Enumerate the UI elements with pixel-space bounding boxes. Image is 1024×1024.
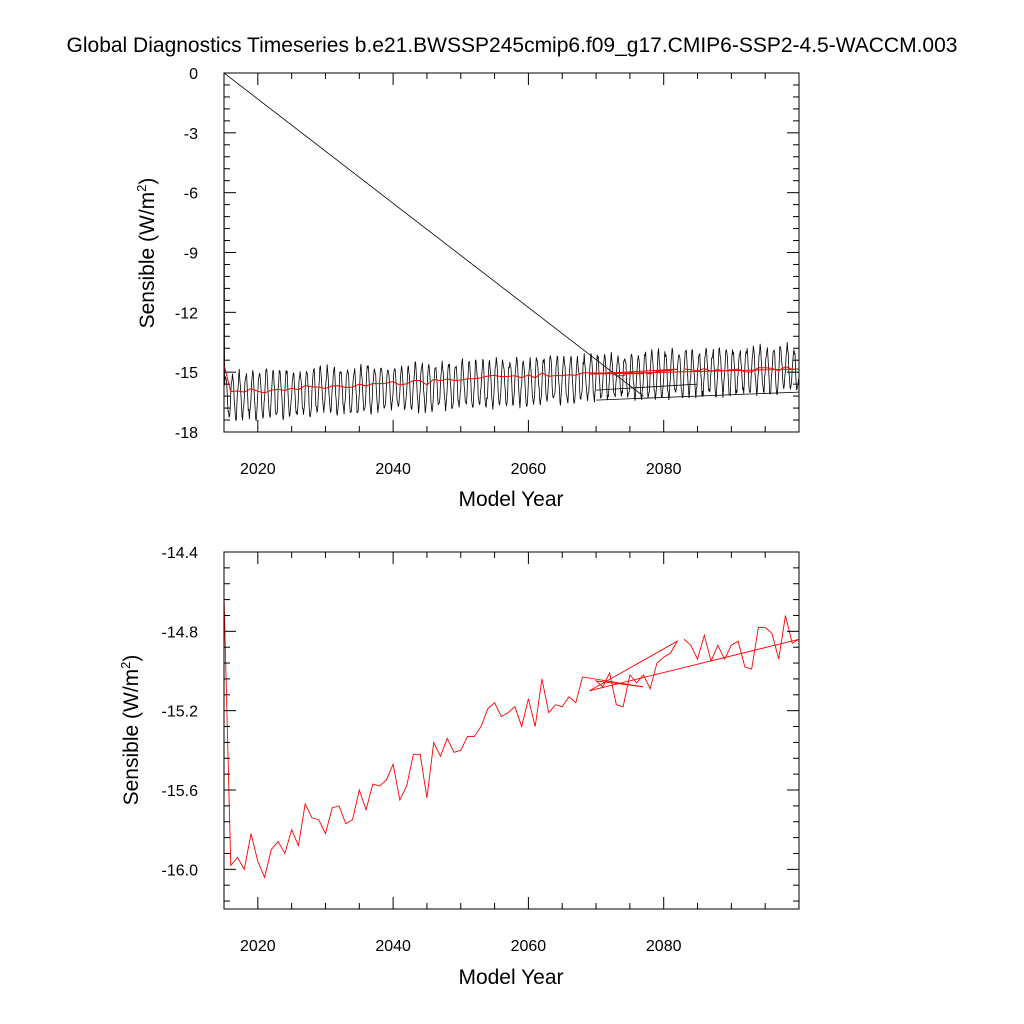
top-wrap-segment: [596, 391, 799, 401]
top-wrap-segment: [224, 73, 644, 397]
bottom-y-axis-title: Sensible (W/m2): [118, 655, 143, 806]
top-data-area: [224, 73, 799, 422]
top-y-tick-label: -12: [175, 305, 198, 322]
bottom-data-area: [224, 595, 799, 879]
bottom-y-tick-label: -15.6: [162, 783, 199, 800]
bottom-y-axis-title-sup: 2: [118, 662, 133, 669]
top-panel: 2020 2040 2060 2080 0 -3 -6 -9 -12 -15 -…: [134, 66, 800, 511]
top-annual-series-line: [224, 364, 799, 394]
top-wrap-segments: [224, 73, 799, 401]
bottom-annual-series-line: [224, 595, 799, 879]
bottom-x-tick-label: 2040: [375, 938, 411, 955]
figure-title: Global Diagnostics Timeseries b.e21.BWSS…: [66, 34, 958, 57]
top-axis-ticks: [223, 72, 800, 433]
bottom-x-axis-title: Model Year: [458, 966, 563, 989]
top-y-tick-label: 0: [189, 66, 198, 83]
bottom-axis-ticks: [223, 551, 800, 909]
top-y-axis-title-main: Sensible (W/m: [136, 192, 159, 329]
bottom-y-tick-label: -14.8: [162, 624, 199, 641]
top-y-tick-labels: 0 -3 -6 -9 -12 -15 -18: [175, 66, 198, 442]
top-x-tick-label: 2080: [646, 461, 682, 478]
top-y-tick-label: -6: [184, 186, 198, 203]
bottom-plot-frame: [223, 551, 800, 910]
top-y-tick-label: -9: [184, 246, 198, 263]
top-plot-frame: [223, 72, 800, 433]
bottom-x-tick-label: 2020: [240, 938, 276, 955]
top-x-tick-label: 2020: [240, 461, 276, 478]
top-y-axis-title-close: ): [136, 178, 159, 185]
top-monthly-series-line: [224, 73, 799, 422]
bottom-x-tick-label: 2060: [511, 938, 547, 955]
bottom-x-tick-labels: 2020 2040 2060 2080: [240, 938, 682, 955]
top-y-tick-label: -18: [175, 425, 198, 442]
bottom-y-tick-label: -15.2: [162, 704, 199, 721]
top-x-tick-label: 2060: [511, 461, 547, 478]
bottom-panel: 2020 2040 2060 2080 -14.4 -14.8 -15.2 -1…: [118, 545, 800, 989]
bottom-y-axis-title-close: ): [120, 655, 143, 662]
top-y-axis-title-sup: 2: [134, 185, 149, 192]
bottom-y-tick-label: -14.4: [162, 545, 199, 562]
bottom-x-tick-label: 2080: [646, 938, 682, 955]
top-wrap-segment: [596, 383, 698, 391]
top-x-axis-title: Model Year: [458, 488, 563, 511]
top-y-tick-label: -15: [175, 365, 198, 382]
top-y-axis-title: Sensible (W/m2): [134, 178, 159, 329]
bottom-y-tick-label: -16.0: [162, 862, 199, 879]
bottom-y-axis-title-main: Sensible (W/m: [120, 669, 143, 806]
bottom-y-tick-labels: -14.4 -14.8 -15.2 -15.6 -16.0: [162, 545, 199, 879]
top-x-tick-labels: 2020 2040 2060 2080: [240, 461, 682, 478]
top-y-tick-label: -3: [184, 126, 198, 143]
top-x-tick-label: 2040: [375, 461, 411, 478]
